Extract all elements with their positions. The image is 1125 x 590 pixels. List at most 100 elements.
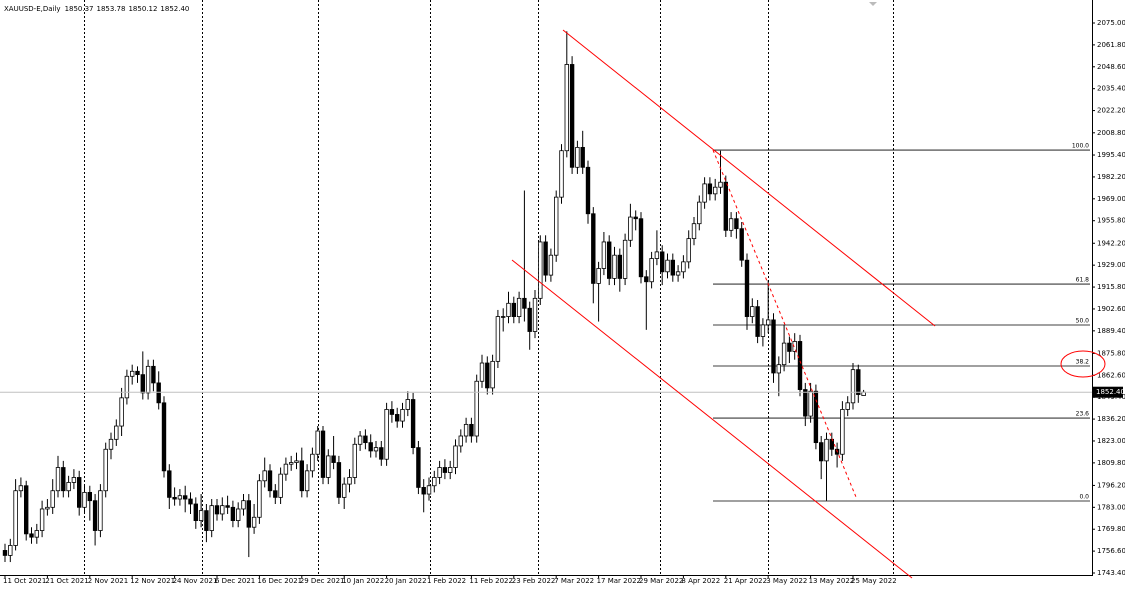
x-tick-label: 3 May 2022 <box>766 577 807 585</box>
candle-body <box>564 64 569 152</box>
candle-body <box>787 342 792 352</box>
candle-body <box>511 302 516 317</box>
fib-label: 61.8 <box>1076 277 1090 284</box>
candle-body <box>723 181 728 231</box>
candle-body <box>87 491 92 502</box>
candle-body <box>638 218 644 278</box>
candle-body <box>161 402 167 472</box>
candle-body <box>336 462 342 498</box>
x-tick-label: 20 Jan 2022 <box>385 577 427 585</box>
candle-body <box>193 503 198 521</box>
candle-body <box>622 239 628 279</box>
candle-body <box>527 307 532 332</box>
candle-body <box>463 423 469 437</box>
y-tick-label: 1743.40 <box>1097 569 1125 577</box>
candle-body <box>13 490 18 546</box>
candle-body <box>702 183 707 203</box>
candle-body <box>585 166 591 215</box>
y-tick-label: 1995.40 <box>1097 151 1125 159</box>
candle-body <box>522 297 527 309</box>
candle-body <box>151 365 156 384</box>
candle-body <box>416 447 421 488</box>
fib-label: 50.0 <box>1076 318 1090 325</box>
candle-body <box>384 409 389 460</box>
shift-marker <box>869 2 877 6</box>
candle-body <box>251 516 257 528</box>
candle-body <box>288 462 294 465</box>
candle-body <box>432 477 437 487</box>
candle-body <box>421 487 426 495</box>
candle-body <box>225 505 230 508</box>
y-tick-label: 1969.00 <box>1097 195 1125 203</box>
x-tick-label: 2 Nov 2021 <box>88 577 128 585</box>
candle-body <box>273 490 278 498</box>
candle-body <box>686 238 691 263</box>
y-tick-label: 1875.80 <box>1097 349 1125 357</box>
x-tick-label: 11 Oct 2021 <box>3 577 46 585</box>
candle-body <box>697 201 702 225</box>
x-tick-label: 29 Mar 2022 <box>639 577 683 585</box>
candle-body <box>766 319 771 326</box>
candle-body <box>326 455 331 478</box>
candle-body <box>220 505 225 515</box>
candle-body <box>543 241 548 276</box>
candle-body <box>442 467 448 473</box>
y-tick-label: 2022.20 <box>1097 107 1125 115</box>
candle-body <box>744 259 750 317</box>
y-tick-label: 2035.40 <box>1097 85 1125 93</box>
candle-body <box>485 362 490 389</box>
y-tick-label: 1823.00 <box>1097 437 1125 445</box>
candle-body <box>267 470 273 492</box>
candle-body <box>2 550 8 556</box>
candle-body <box>379 447 384 460</box>
x-tick-label: 6 Dec 2021 <box>215 577 255 585</box>
candle-body <box>850 369 856 404</box>
candle-body <box>347 477 352 485</box>
candle-body <box>363 435 368 444</box>
candle-body <box>734 218 739 230</box>
candle-body <box>792 341 797 352</box>
x-tick-label: 21 Apr 2022 <box>724 577 767 585</box>
candle-body <box>405 399 410 410</box>
candle-body <box>559 150 564 198</box>
candle-body <box>840 409 845 455</box>
y-tick-label: 1915.80 <box>1097 283 1125 291</box>
candle-body <box>469 423 474 437</box>
y-tick-label: 2008.80 <box>1097 129 1125 137</box>
candle-body <box>718 181 723 188</box>
candle-body <box>8 545 13 556</box>
candle-body <box>257 480 262 518</box>
x-tick-label: 10 Jan 2022 <box>342 577 384 585</box>
candle-body <box>182 495 188 500</box>
candle-body <box>34 530 39 538</box>
low-label: 1850.12 <box>128 5 157 13</box>
y-tick-label: 1942.20 <box>1097 239 1125 247</box>
y-tick-label: 1902.60 <box>1097 305 1125 313</box>
candle-body <box>755 306 760 337</box>
candle-body <box>77 477 82 508</box>
candle-body <box>119 397 124 427</box>
candle-body <box>750 306 755 317</box>
candle-body <box>660 251 665 273</box>
candle-body <box>670 259 675 276</box>
candle-body <box>675 271 681 276</box>
y-tick-label: 2075.00 <box>1097 19 1125 27</box>
trend-line <box>562 29 936 327</box>
x-tick-label: 1 Feb 2022 <box>427 577 466 585</box>
candle-body <box>71 477 77 483</box>
fib-label: 23.6 <box>1076 411 1090 418</box>
highlight-ellipse <box>1060 350 1106 378</box>
candle-body <box>554 196 559 256</box>
candle-body <box>797 341 803 390</box>
candle-body <box>665 259 670 273</box>
candle-body <box>352 443 357 478</box>
fib-label: 0.0 <box>1079 494 1089 501</box>
candle-body <box>426 485 432 495</box>
candle-body <box>447 467 453 473</box>
candle-body <box>739 228 744 261</box>
candle-body <box>575 146 580 168</box>
x-tick-label: 23 Feb 2022 <box>512 577 556 585</box>
close-label: 1852.40 <box>160 5 189 13</box>
